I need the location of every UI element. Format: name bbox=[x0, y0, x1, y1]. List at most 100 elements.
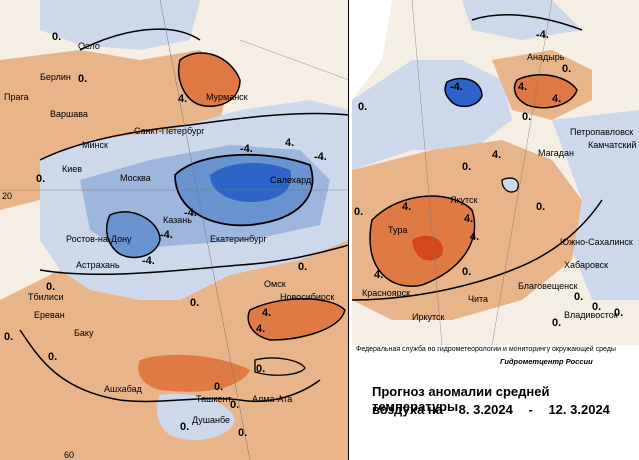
isotherm-line bbox=[444, 77, 483, 108]
cold-area-north bbox=[40, 0, 200, 50]
isoline-label: 4. bbox=[374, 269, 383, 281]
isoline-label: -4. bbox=[160, 229, 173, 241]
isoline-label: 0. bbox=[552, 317, 561, 329]
left-map-panel: 20 60 Осло Берлин Прага Варшава Мурманск… bbox=[0, 0, 349, 460]
isoline-label: -4. bbox=[314, 151, 327, 163]
isoline-label: -4. bbox=[536, 29, 549, 41]
city-label: Минск bbox=[82, 140, 108, 150]
city-label: Осло bbox=[78, 41, 100, 51]
isotherm-line bbox=[19, 329, 321, 403]
city-label: Екатеринбург bbox=[210, 234, 267, 244]
isoline-label: 4. bbox=[256, 323, 265, 335]
city-label: Берлин bbox=[40, 72, 71, 82]
cold-blob bbox=[445, 78, 482, 107]
city-label: Киев bbox=[62, 164, 82, 174]
left-map: 20 60 Осло Берлин Прага Варшава Мурманск… bbox=[0, 0, 348, 460]
isoline-label: 0. bbox=[180, 421, 189, 433]
city-label: Новосибирск bbox=[280, 292, 334, 302]
city-label: Камчатский bbox=[588, 140, 636, 150]
city-label: Ереван bbox=[34, 310, 65, 320]
city-label: Санкт-Петербург bbox=[134, 126, 205, 136]
cold-core-dark bbox=[210, 163, 291, 203]
isotherm-line bbox=[39, 244, 348, 276]
isoline-label: 0. bbox=[592, 301, 601, 313]
isoline-label: 4. bbox=[402, 201, 411, 213]
date-from: 8. 3.2024 bbox=[458, 402, 513, 417]
isoline-label: 4. bbox=[492, 149, 501, 161]
isoline-label: 0. bbox=[4, 331, 13, 343]
cold-area-north bbox=[462, 0, 582, 40]
isoline-label: 0. bbox=[52, 31, 61, 43]
city-label: Южно-Сахалинск bbox=[560, 237, 633, 247]
org-caption: Гидрометцентр России bbox=[500, 357, 593, 366]
isoline-label: -4. bbox=[184, 207, 197, 219]
isoline-label: 0. bbox=[574, 291, 583, 303]
isotherm-line bbox=[471, 14, 583, 31]
isotherm-line bbox=[369, 195, 476, 287]
city-label: Анадырь bbox=[527, 52, 565, 62]
isoline-label: 0. bbox=[230, 399, 239, 411]
warm-area-south bbox=[0, 240, 348, 460]
city-label: Магадан bbox=[538, 148, 574, 158]
warm-core-northeast bbox=[514, 74, 577, 108]
city-label: Алма-Ата bbox=[252, 394, 292, 404]
graticule-line bbox=[491, 0, 553, 345]
city-label: Варшава bbox=[50, 109, 88, 119]
isoline-label: 4. bbox=[285, 137, 294, 149]
city-label: Ашхабад bbox=[104, 384, 143, 394]
isoline-label: 4. bbox=[552, 93, 561, 105]
city-label: Салехард bbox=[270, 175, 312, 185]
isoline-label: 0. bbox=[358, 101, 367, 113]
city-label: Чита bbox=[468, 294, 488, 304]
isoline-label: 0. bbox=[298, 261, 307, 273]
cold-area-east bbox=[552, 110, 639, 300]
isotherm-line bbox=[178, 52, 241, 107]
isoline-label: 4. bbox=[178, 93, 187, 105]
isoline-label: 0. bbox=[354, 206, 363, 218]
city-label: Тбилиси bbox=[28, 292, 64, 302]
cold-south bbox=[157, 393, 235, 440]
warm-murmansk bbox=[178, 52, 240, 107]
city-label: Якутск bbox=[450, 195, 478, 205]
isoline-label: 0. bbox=[238, 427, 247, 439]
city-label: Ростов-на-Дону bbox=[66, 234, 132, 244]
isoline-label: 4. bbox=[464, 213, 473, 225]
isoline-label: -4. bbox=[240, 143, 253, 155]
isotherm-line bbox=[39, 112, 348, 161]
city-label: Иркутск bbox=[412, 312, 445, 322]
isoline-label: 0. bbox=[214, 381, 223, 393]
isotherm-line bbox=[247, 298, 346, 341]
city-label: Владивосток bbox=[564, 310, 618, 320]
isoline-label: 0. bbox=[190, 297, 199, 309]
isoline-label: 0. bbox=[562, 63, 571, 75]
city-label: Прага bbox=[4, 92, 29, 102]
date-separator: - bbox=[528, 402, 533, 417]
graticule-line bbox=[239, 39, 348, 80]
isoline-label: -4. bbox=[142, 255, 155, 267]
city-label: Казань bbox=[163, 215, 192, 225]
isoline-label: 0. bbox=[614, 307, 623, 319]
city-label: Москва bbox=[120, 173, 151, 183]
city-label: Мурманск bbox=[206, 92, 248, 102]
warm-south bbox=[138, 354, 250, 392]
isoline-label: 0. bbox=[462, 161, 471, 173]
isoline-label: 4. bbox=[518, 81, 527, 93]
isotherm-line bbox=[254, 357, 306, 376]
forecast-title: Прогноз аномалии средней температуры bbox=[372, 384, 550, 414]
isotherm-line bbox=[501, 177, 519, 193]
city-label: Ташкент bbox=[196, 394, 231, 404]
city-label: Тура bbox=[388, 225, 407, 235]
grid-label: 20 bbox=[2, 191, 12, 201]
date-to: 12. 3.2024 bbox=[548, 402, 610, 417]
graticule-line bbox=[159, 0, 251, 460]
city-label: Красноярск bbox=[362, 288, 410, 298]
city-label: Астрахань bbox=[76, 260, 120, 270]
city-label: Баку bbox=[74, 328, 94, 338]
right-map-panel: Анадырь Петропавловск Камчатский Магадан… bbox=[352, 0, 639, 460]
isotherm-line bbox=[105, 211, 161, 259]
warm-novosibirsk bbox=[248, 298, 345, 340]
graticule-line bbox=[411, 0, 443, 345]
warm-hot-spot bbox=[412, 235, 443, 261]
isotherm-line bbox=[352, 199, 603, 301]
isoline-label: -4. bbox=[450, 81, 463, 93]
